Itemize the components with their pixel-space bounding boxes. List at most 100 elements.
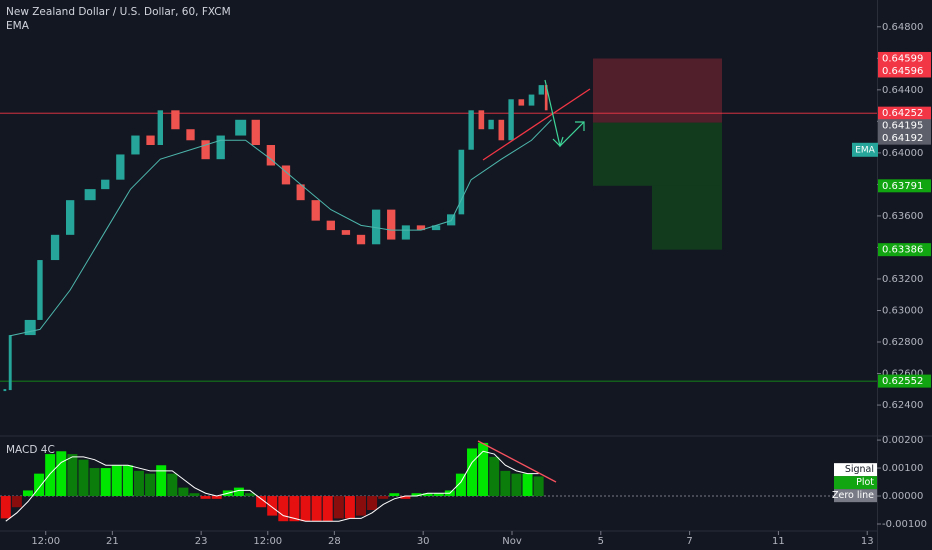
candle (518, 99, 525, 106)
histogram-bar (0, 496, 11, 519)
histogram-bar (300, 496, 311, 522)
candle (251, 119, 260, 145)
histogram-bar (478, 442, 489, 497)
histogram-bar (433, 493, 444, 497)
candle (468, 110, 474, 150)
x-tick-label: 30 (417, 536, 430, 547)
y-tick-label: 0.63600 (882, 211, 923, 222)
candle (8, 335, 12, 391)
y-tick-label: -0.00100 (882, 519, 927, 530)
candle (235, 119, 247, 136)
histogram-bar (400, 496, 411, 499)
candle (146, 135, 155, 145)
candle (101, 179, 110, 190)
price-label: 0.64596 (882, 66, 923, 77)
histogram-bar (245, 493, 255, 497)
histogram-bar (289, 496, 300, 522)
histogram-bar (78, 459, 89, 497)
x-tick-label: 11 (772, 536, 785, 547)
histogram-bar (133, 470, 144, 497)
stop-zone (593, 58, 722, 123)
plot-layer: 0.648000.646000.644000.642000.640000.638… (0, 22, 931, 547)
legend-box (834, 476, 877, 490)
price-label-box (878, 106, 931, 120)
candle (37, 260, 43, 320)
x-tick-label: 7 (686, 536, 692, 547)
histogram-bar (211, 496, 222, 499)
trend-line (482, 88, 591, 161)
x-tick-label: 12:00 (31, 536, 60, 547)
price-label: 0.64195 (882, 121, 923, 132)
candle (431, 225, 441, 231)
legend-label: Zero line (832, 490, 874, 501)
histogram-bar (11, 496, 22, 508)
candle (458, 149, 465, 215)
y-tick-label: 0.00000 (882, 491, 923, 502)
candle (538, 85, 544, 95)
histogram-bar (167, 473, 178, 497)
histogram-bar (45, 454, 56, 497)
candle (544, 85, 548, 111)
price-label: 0.62552 (882, 376, 923, 387)
ema-line (10, 119, 552, 337)
price-label: 0.63791 (882, 181, 923, 192)
macd-title: MACD 4C (6, 444, 55, 456)
indicator-name: EMA (6, 20, 30, 32)
y-tick-label: 0.62400 (882, 400, 923, 411)
signal-line (5, 450, 539, 522)
legend-label: Plot (856, 477, 874, 488)
histogram-bar (122, 465, 133, 497)
price-label: 0.64252 (882, 108, 923, 119)
x-tick-label: 13 (861, 536, 874, 547)
y-tick-label: 0.64400 (882, 85, 923, 96)
price-label: 0.64599 (882, 53, 923, 64)
target-zone (593, 122, 722, 186)
y-tick-label: 0.62600 (882, 369, 923, 380)
price-label-box (878, 179, 931, 193)
symbol-title: New Zealand Dollar / U.S. Dollar, 60, FX… (6, 6, 231, 18)
candle (311, 200, 320, 221)
histogram-bar (100, 468, 111, 497)
histogram-bar (233, 487, 244, 497)
candle (341, 230, 351, 235)
y-tick-label: 0.64000 (882, 148, 923, 159)
candle (296, 184, 305, 201)
y-tick-label: 0.63000 (882, 305, 923, 316)
candle (387, 209, 396, 240)
price-label-box (878, 64, 931, 78)
price-label: 0.63386 (882, 245, 923, 256)
candle (216, 135, 225, 160)
candle (498, 119, 505, 141)
candle (508, 99, 514, 141)
y-tick-label: 0.00200 (882, 435, 923, 446)
histogram-bar (367, 496, 378, 511)
histogram-bar (356, 496, 367, 516)
y-tick-label: 0.62800 (882, 337, 923, 348)
histogram-bar (322, 496, 333, 522)
histogram-bar (422, 493, 433, 497)
candle (401, 225, 410, 240)
histogram-bar (378, 496, 389, 499)
histogram-bar (311, 496, 322, 522)
price-label-box (878, 374, 931, 388)
histogram-bar (533, 476, 544, 497)
x-tick-label: 28 (328, 536, 341, 547)
x-tick-label: Nov (502, 536, 522, 547)
histogram-bar (178, 487, 189, 497)
ema-label-box (852, 142, 878, 157)
price-label-box (878, 119, 931, 133)
histogram-bar (189, 493, 200, 497)
candle (371, 209, 381, 245)
histogram-bar (500, 470, 511, 497)
candle (84, 189, 96, 201)
histogram-bar (278, 496, 289, 522)
histogram-bar (511, 473, 522, 497)
price-label-box (878, 51, 931, 65)
candle (528, 94, 535, 106)
x-tick-label: 5 (598, 536, 604, 547)
histogram-bar (256, 496, 267, 508)
x-tick-label: 23 (195, 536, 208, 547)
histogram-bar (111, 465, 122, 497)
histogram-bar (34, 473, 45, 497)
